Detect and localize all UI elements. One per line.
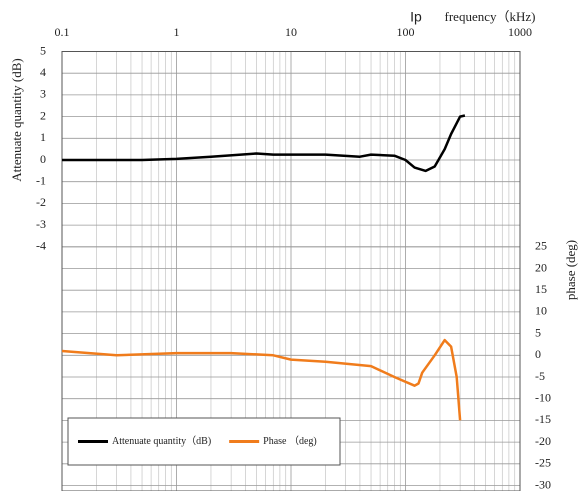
legend: Attenuate quantity（dB) Phase （deg) — [67, 417, 341, 466]
y2-tick-label: 15 — [535, 282, 547, 296]
x-axis-label: frequency（kHz) — [445, 9, 536, 24]
y2-tick-label: -25 — [535, 456, 551, 470]
y-tick-label: 1 — [40, 130, 46, 144]
legend-label: Attenuate quantity（dB) — [112, 435, 211, 447]
plot-frame — [61, 51, 521, 491]
y2-tick-label: 25 — [535, 239, 547, 253]
chart-title: Ip — [410, 9, 422, 25]
x-tick-label: 1 — [174, 25, 180, 39]
y2-tick-label: -15 — [535, 412, 551, 426]
y2-axis-label: phase (deg) — [563, 240, 578, 300]
x-tick-label: 10 — [285, 25, 297, 39]
data-line — [61, 338, 462, 421]
y-tick-label: 2 — [40, 108, 46, 122]
y2-tick-label: -20 — [535, 434, 551, 448]
y2-tick-label: 5 — [535, 325, 541, 339]
x-tick-label: 1000 — [508, 25, 532, 39]
y-tick-label: 0 — [40, 152, 46, 166]
y2-tick-label: -10 — [535, 390, 551, 404]
y-tick-label: -3 — [36, 217, 46, 231]
y-tick-label: -4 — [36, 239, 46, 253]
y-axis-label: Attenuate quantity (dB) — [9, 58, 24, 181]
legend-label: Phase （deg) — [263, 435, 317, 447]
y2-tick-label: 20 — [535, 260, 547, 274]
y2-tick-label: 10 — [535, 304, 547, 318]
y2-tick-label: -30 — [535, 477, 551, 491]
y-tick-label: -2 — [36, 195, 46, 209]
y-tick-label: 3 — [40, 87, 46, 101]
data-line — [62, 114, 466, 173]
legend-box — [67, 417, 341, 466]
x-tick-label: 0.1 — [55, 25, 70, 39]
y2-tick-label: -5 — [535, 369, 545, 383]
y-tick-label: 5 — [40, 43, 46, 57]
y-tick-label: -1 — [36, 173, 46, 187]
y2-tick-label: 0 — [535, 347, 541, 361]
x-tick-label: 100 — [397, 25, 415, 39]
y-tick-label: 4 — [40, 65, 46, 79]
